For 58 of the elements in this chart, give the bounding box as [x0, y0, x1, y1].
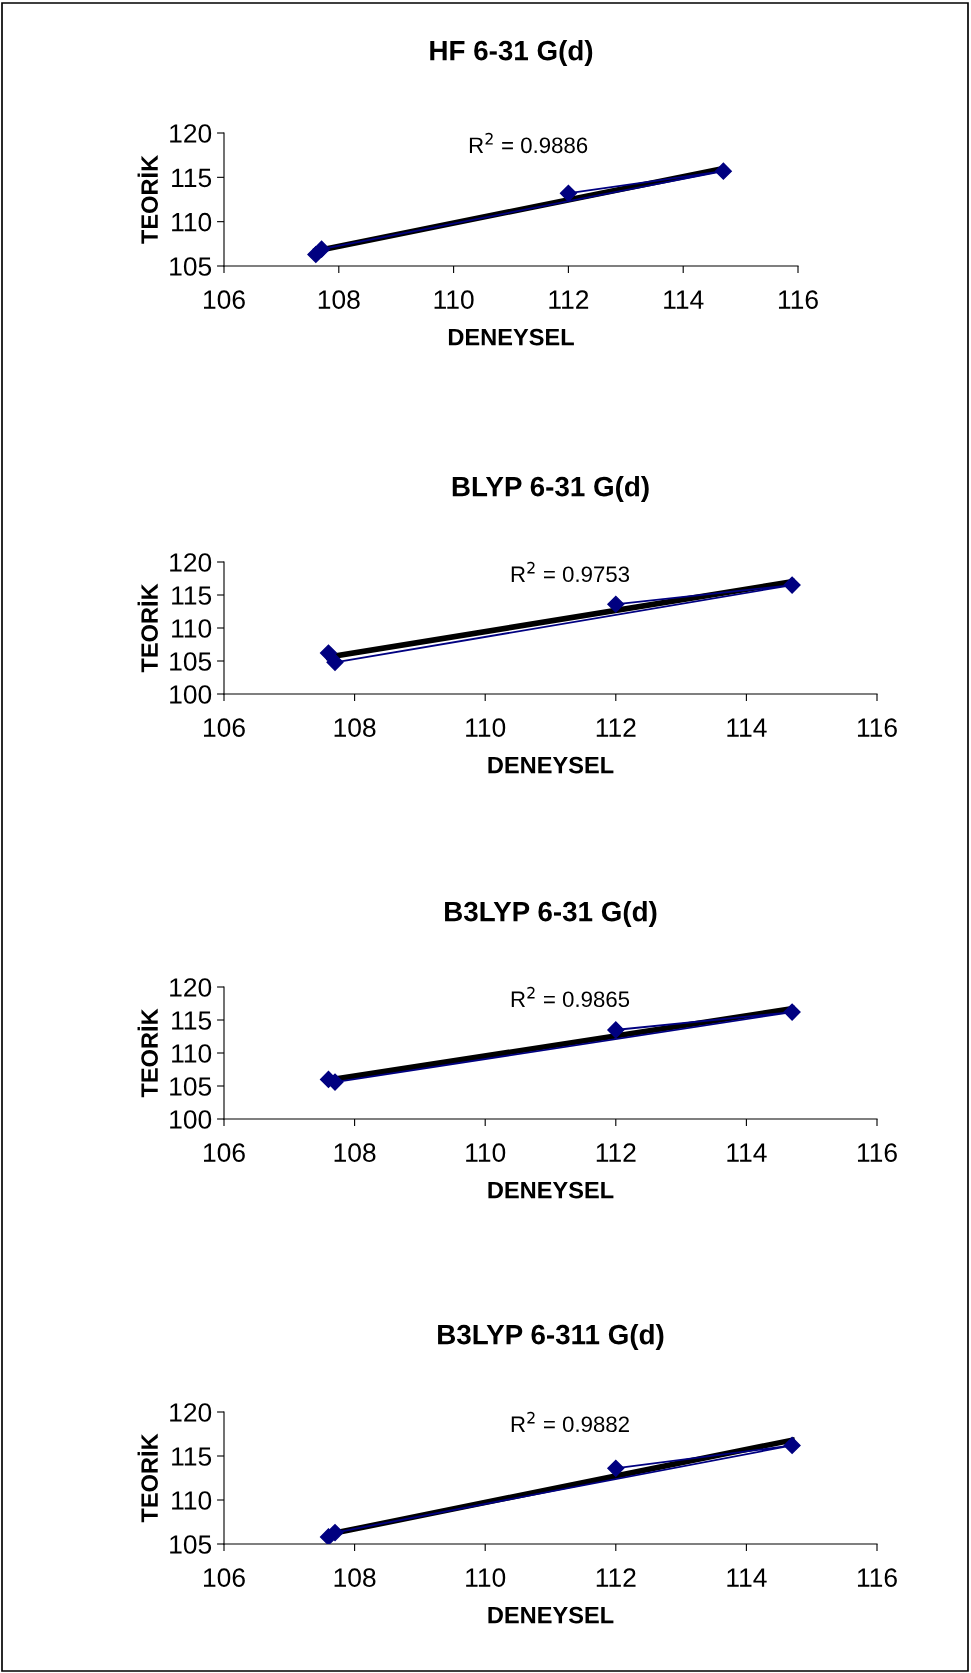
y-tick-label: 100: [170, 685, 212, 704]
annotation: R$^{2}$ = 0.9882: [511, 1411, 629, 1433]
x-tick-label: 116: [857, 718, 897, 737]
chart-title: B3LYP 6-311 G(d): [438, 1324, 664, 1350]
x-axis-title: DENEYSEL: [488, 1181, 614, 1199]
x-tick-label: 110: [434, 290, 474, 309]
annotation: R$^{2}$ = 0.9865: [511, 986, 630, 1008]
y-tick-label: 120: [170, 124, 212, 143]
x-tick-label: 112: [596, 1143, 636, 1162]
y-tick-label: 105: [170, 1077, 212, 1096]
y-tick-label: 105: [170, 257, 212, 276]
x-tick-label: 114: [664, 290, 704, 309]
x-tick-label: 106: [204, 718, 245, 737]
y-tick-label: 115: [172, 168, 212, 188]
x-tick-label: 114: [727, 1568, 767, 1587]
y-tick-label: 115: [172, 1447, 212, 1466]
x-tick-label: 108: [334, 1568, 376, 1587]
x-tick-label: 108: [334, 1143, 376, 1162]
y-tick-label: 110: [172, 1044, 212, 1063]
y-tick-label: 110: [172, 212, 212, 232]
x-tick-label: 112: [596, 1568, 636, 1587]
x-tick-label: 114: [727, 718, 767, 737]
y-tick-label: 120: [170, 978, 212, 997]
x-tick-label: 108: [318, 290, 360, 309]
y-tick-label: 105: [170, 652, 212, 671]
x-tick-label: 106: [204, 1143, 245, 1162]
x-tick-label: 114: [727, 1143, 767, 1162]
x-tick-label: 106: [204, 1568, 245, 1587]
y-axis-title: TEORİK: [137, 583, 158, 673]
annotation: R$^{2}$ = 0.9753: [511, 561, 630, 583]
x-tick-label: 110: [466, 1143, 506, 1162]
x-axis-title: DENEYSEL: [488, 756, 614, 774]
x-axis-title: DENEYSEL: [448, 328, 574, 346]
x-tick-label: 116: [857, 1568, 897, 1587]
chart-title: HF 6-31 G(d): [430, 40, 593, 66]
x-tick-label: 108: [334, 718, 376, 737]
y-tick-label: 115: [172, 586, 212, 605]
y-axis-title: TEORİK: [137, 155, 158, 244]
y-tick-label: 105: [170, 1535, 212, 1554]
chart-title: BLYP 6-31 G(d): [452, 476, 649, 502]
y-tick-label: 110: [172, 619, 212, 638]
y-tick-label: 120: [170, 553, 212, 572]
y-axis-title: TEORİK: [137, 1433, 158, 1523]
y-tick-label: 115: [172, 1011, 212, 1030]
chart-title: B3LYP 6-31 G(d): [445, 901, 657, 927]
y-tick-label: 110: [172, 1491, 212, 1510]
x-tick-label: 110: [466, 718, 506, 737]
annotation: R$^{2}$ = 0.9886: [469, 132, 588, 154]
x-tick-label: 110: [466, 1568, 506, 1587]
x-tick-label: 112: [596, 718, 636, 737]
x-tick-label: 116: [857, 1143, 897, 1162]
x-tick-label: 112: [549, 290, 589, 309]
y-axis-title: TEORİK: [137, 1008, 158, 1098]
x-tick-label: 116: [778, 290, 818, 309]
x-tick-label: 106: [204, 290, 245, 309]
x-axis-title: DENEYSEL: [488, 1606, 614, 1624]
y-tick-label: 120: [170, 1403, 212, 1422]
y-tick-label: 100: [170, 1110, 212, 1129]
